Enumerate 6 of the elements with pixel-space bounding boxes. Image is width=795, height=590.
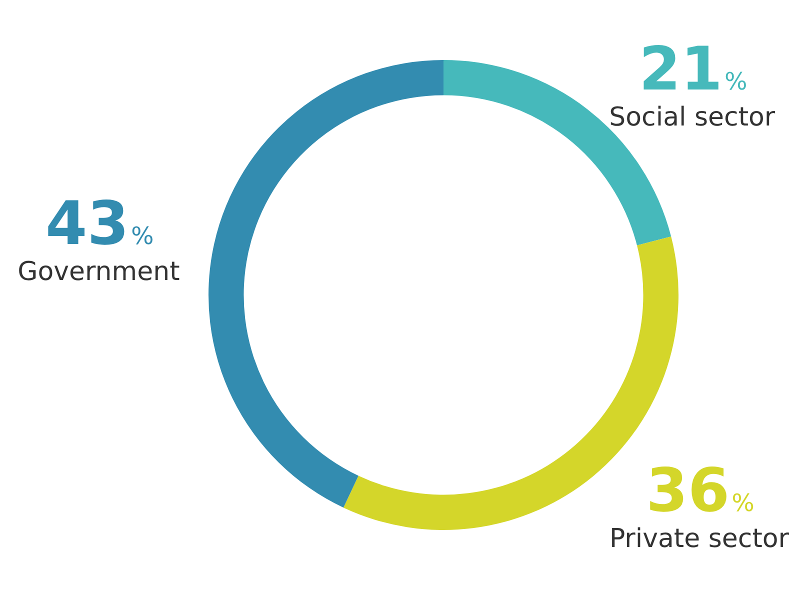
slice-label: Social sector [609, 102, 776, 132]
slice-label: Private sector [609, 524, 790, 554]
data-label: 36% [646, 456, 754, 526]
data-label: 43% [46, 189, 154, 260]
data-label: 21% [638, 34, 748, 104]
slice-label: Government [18, 257, 180, 288]
